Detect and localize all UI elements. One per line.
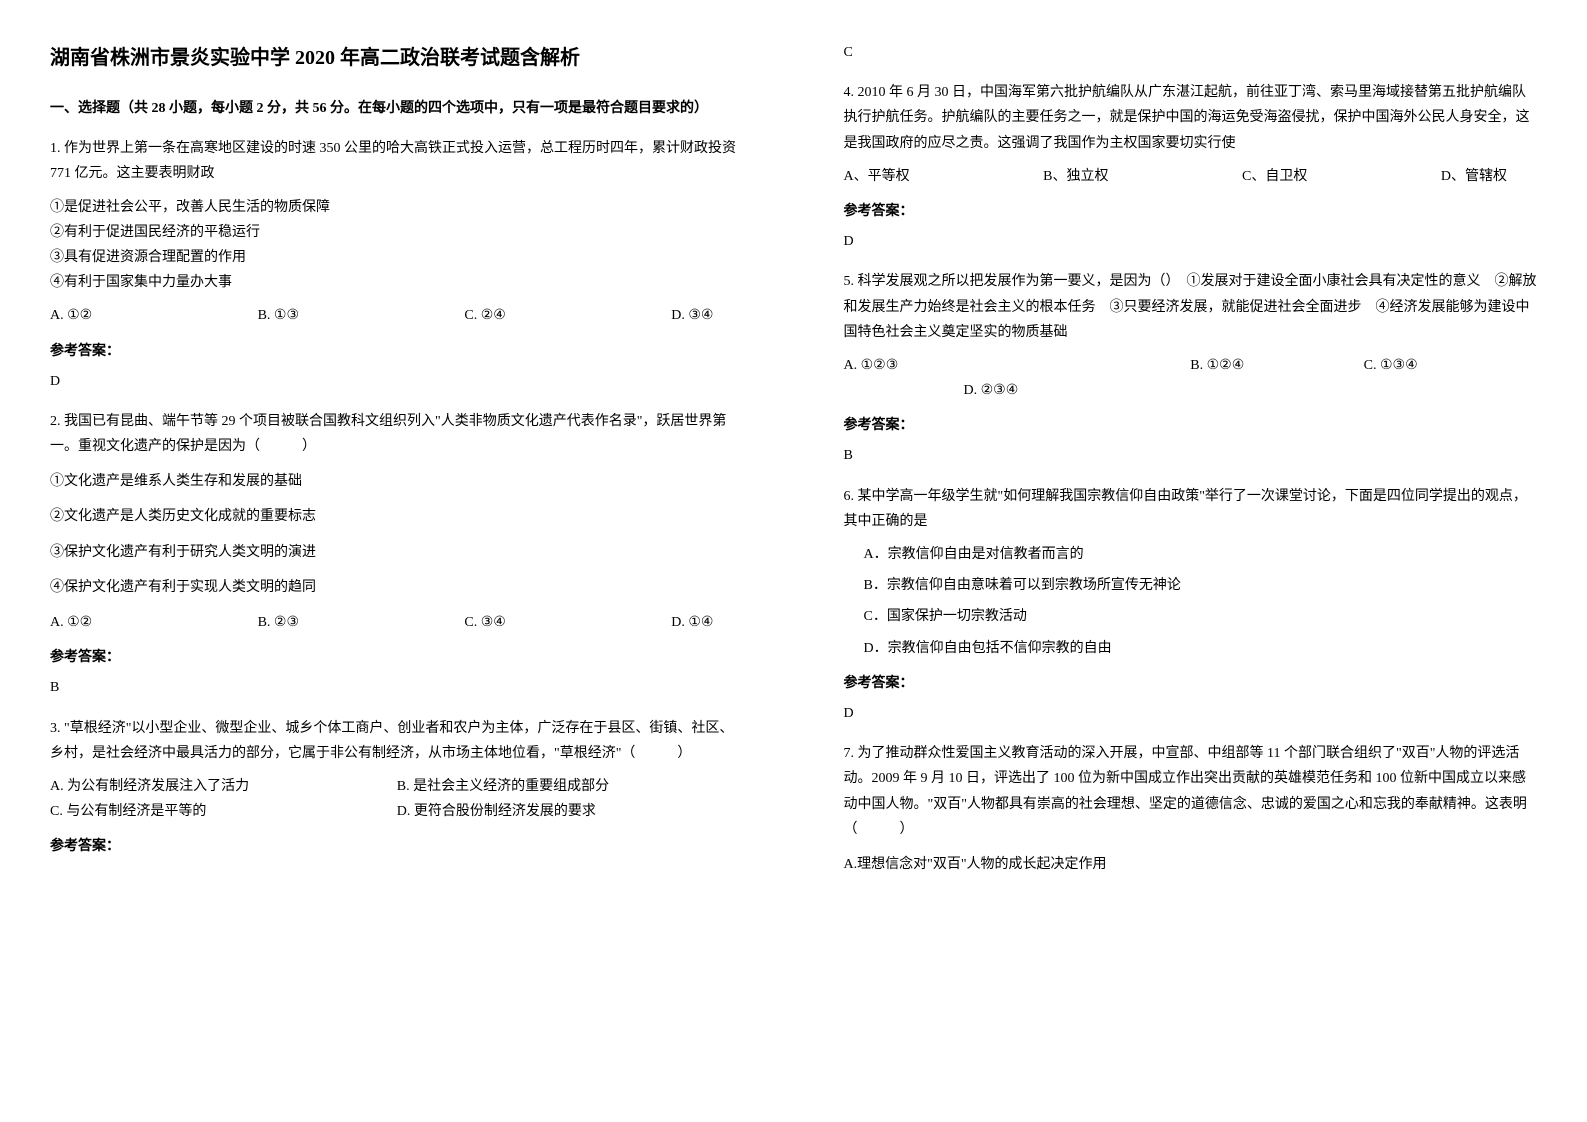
option: A. ①②③ bbox=[844, 353, 1191, 378]
option: C. ③④ bbox=[464, 610, 505, 635]
answer: C bbox=[844, 40, 1538, 65]
statement: ④保护文化遗产有利于实现人类文明的趋同 bbox=[50, 575, 744, 600]
question-2: 2. 我国已有昆曲、端午节等 29 个项目被联合国教科文组织列入"人类非物质文化… bbox=[50, 409, 744, 701]
answer-label: 参考答案： bbox=[844, 199, 1538, 224]
question-text: 2. 我国已有昆曲、端午节等 29 个项目被联合国教科文组织列入"人类非物质文化… bbox=[50, 409, 744, 459]
answer-label: 参考答案： bbox=[50, 645, 744, 670]
question-num: 2. bbox=[50, 414, 61, 429]
answer-label: 参考答案： bbox=[50, 339, 744, 364]
right-column: C 4. 2010 年 6 月 30 日，中国海军第六批护航编队从广东湛江起航，… bbox=[794, 0, 1587, 1122]
question-3: 3. "草根经济"以小型企业、微型企业、城乡个体工商户、创业者和农户为主体，广泛… bbox=[50, 716, 744, 860]
option: B、独立权 bbox=[1043, 164, 1108, 189]
statement: ④有利于国家集中力量办大事 bbox=[50, 270, 744, 295]
options-row: A. ①② B. ①③ C. ②④ D. ③④ bbox=[50, 303, 744, 328]
question-num: 6. bbox=[844, 489, 855, 504]
option: C. ①③④ bbox=[1364, 353, 1537, 378]
page-title: 湖南省株洲市景炎实验中学 2020 年高二政治联考试题含解析 bbox=[50, 40, 744, 76]
question-text: 3. "草根经济"以小型企业、微型企业、城乡个体工商户、创业者和农户为主体，广泛… bbox=[50, 716, 744, 766]
left-column: 湖南省株洲市景炎实验中学 2020 年高二政治联考试题含解析 一、选择题（共 2… bbox=[0, 0, 794, 1122]
question-body: 我国已有昆曲、端午节等 29 个项目被联合国教科文组织列入"人类非物质文化遗产代… bbox=[50, 414, 726, 454]
answer: D bbox=[50, 369, 744, 394]
question-7: 7. 为了推动群众性爱国主义教育活动的深入开展，中宣部、中组部等 11 个部门联… bbox=[844, 741, 1538, 877]
option: A. 为公有制经济发展注入了活力 bbox=[50, 774, 397, 799]
question-body: 作为世界上第一条在高寒地区建设的时速 350 公里的哈大高铁正式投入运营，总工程… bbox=[50, 141, 736, 181]
option: C. 与公有制经济是平等的 bbox=[50, 799, 397, 824]
answer: D bbox=[844, 229, 1538, 254]
question-num: 3. bbox=[50, 721, 61, 736]
question-body: 2010 年 6 月 30 日，中国海军第六批护航编队从广东湛江起航，前往亚丁湾… bbox=[844, 85, 1530, 150]
answer: D bbox=[844, 701, 1538, 726]
question-6: 6. 某中学高一年级学生就"如何理解我国宗教信仰自由政策"举行了一次课堂讨论，下… bbox=[844, 484, 1538, 727]
option: C．国家保护一切宗教活动 bbox=[844, 604, 1538, 629]
answer-label: 参考答案： bbox=[844, 671, 1538, 696]
option: B. ②③ bbox=[258, 610, 299, 635]
options-row: A. 为公有制经济发展注入了活力 B. 是社会主义经济的重要组成部分 C. 与公… bbox=[50, 774, 744, 824]
option: D. ③④ bbox=[671, 303, 713, 328]
statement: ①是促进社会公平，改善人民生活的物质保障 bbox=[50, 195, 744, 220]
option: B. ①③ bbox=[258, 303, 299, 328]
answer-label: 参考答案： bbox=[844, 413, 1538, 438]
question-num: 7. bbox=[844, 746, 855, 761]
question-text: 4. 2010 年 6 月 30 日，中国海军第六批护航编队从广东湛江起航，前往… bbox=[844, 80, 1538, 156]
option: A. ①② bbox=[50, 610, 92, 635]
question-1: 1. 作为世界上第一条在高寒地区建设的时速 350 公里的哈大高铁正式投入运营，… bbox=[50, 136, 744, 394]
options-row: A. ①②③ B. ①②④ C. ①③④ D. ②③④ bbox=[844, 353, 1538, 403]
question-text: 5. 科学发展观之所以把发展作为第一要义，是因为（） ①发展对于建设全面小康社会… bbox=[844, 269, 1538, 345]
question-num: 5. bbox=[844, 274, 855, 289]
question-num: 1. bbox=[50, 141, 61, 156]
question-text: 7. 为了推动群众性爱国主义教育活动的深入开展，中宣部、中组部等 11 个部门联… bbox=[844, 741, 1538, 842]
question-4: 4. 2010 年 6 月 30 日，中国海军第六批护航编队从广东湛江起航，前往… bbox=[844, 80, 1538, 254]
option: A. ①② bbox=[50, 303, 92, 328]
option: A、平等权 bbox=[844, 164, 910, 189]
statement: ③具有促进资源合理配置的作用 bbox=[50, 245, 744, 270]
option: D. ②③④ bbox=[844, 378, 1538, 403]
option: B. 是社会主义经济的重要组成部分 bbox=[397, 774, 744, 799]
statement: ③保护文化遗产有利于研究人类文明的演进 bbox=[50, 540, 744, 565]
option: C. ②④ bbox=[464, 303, 505, 328]
question-text: 1. 作为世界上第一条在高寒地区建设的时速 350 公里的哈大高铁正式投入运营，… bbox=[50, 136, 744, 186]
question-body: "草根经济"以小型企业、微型企业、城乡个体工商户、创业者和农户为主体，广泛存在于… bbox=[50, 721, 733, 761]
option: A．宗教信仰自由是对信教者而言的 bbox=[844, 542, 1538, 567]
question-5: 5. 科学发展观之所以把发展作为第一要义，是因为（） ①发展对于建设全面小康社会… bbox=[844, 269, 1538, 468]
statement: ②有利于促进国民经济的平稳运行 bbox=[50, 220, 744, 245]
question-num: 4. bbox=[844, 85, 855, 100]
option: D．宗教信仰自由包括不信仰宗教的自由 bbox=[844, 636, 1538, 661]
option: A.理想信念对"双百"人物的成长起决定作用 bbox=[844, 852, 1538, 877]
question-body: 科学发展观之所以把发展作为第一要义，是因为（） ①发展对于建设全面小康社会具有决… bbox=[844, 274, 1537, 339]
answer: B bbox=[50, 675, 744, 700]
answer: B bbox=[844, 443, 1538, 468]
answer-label: 参考答案： bbox=[50, 834, 744, 859]
option: D. 更符合股份制经济发展的要求 bbox=[397, 799, 744, 824]
section-header: 一、选择题（共 28 小题，每小题 2 分，共 56 分。在每小题的四个选项中，… bbox=[50, 96, 744, 121]
options-row: A、平等权 B、独立权 C、自卫权 D、管辖权 bbox=[844, 164, 1538, 189]
question-text: 6. 某中学高一年级学生就"如何理解我国宗教信仰自由政策"举行了一次课堂讨论，下… bbox=[844, 484, 1538, 534]
option: B. ①②④ bbox=[1190, 353, 1363, 378]
option: C、自卫权 bbox=[1242, 164, 1307, 189]
statement: ①文化遗产是维系人类生存和发展的基础 bbox=[50, 469, 744, 494]
options-row: A. ①② B. ②③ C. ③④ D. ①④ bbox=[50, 610, 744, 635]
option: D、管辖权 bbox=[1441, 164, 1507, 189]
statement: ②文化遗产是人类历史文化成就的重要标志 bbox=[50, 504, 744, 529]
option: B．宗教信仰自由意味着可以到宗教场所宣传无神论 bbox=[844, 573, 1538, 598]
question-body: 某中学高一年级学生就"如何理解我国宗教信仰自由政策"举行了一次课堂讨论，下面是四… bbox=[844, 489, 1527, 529]
question-body: 为了推动群众性爱国主义教育活动的深入开展，中宣部、中组部等 11 个部门联合组织… bbox=[844, 746, 1527, 837]
option: D. ①④ bbox=[671, 610, 713, 635]
